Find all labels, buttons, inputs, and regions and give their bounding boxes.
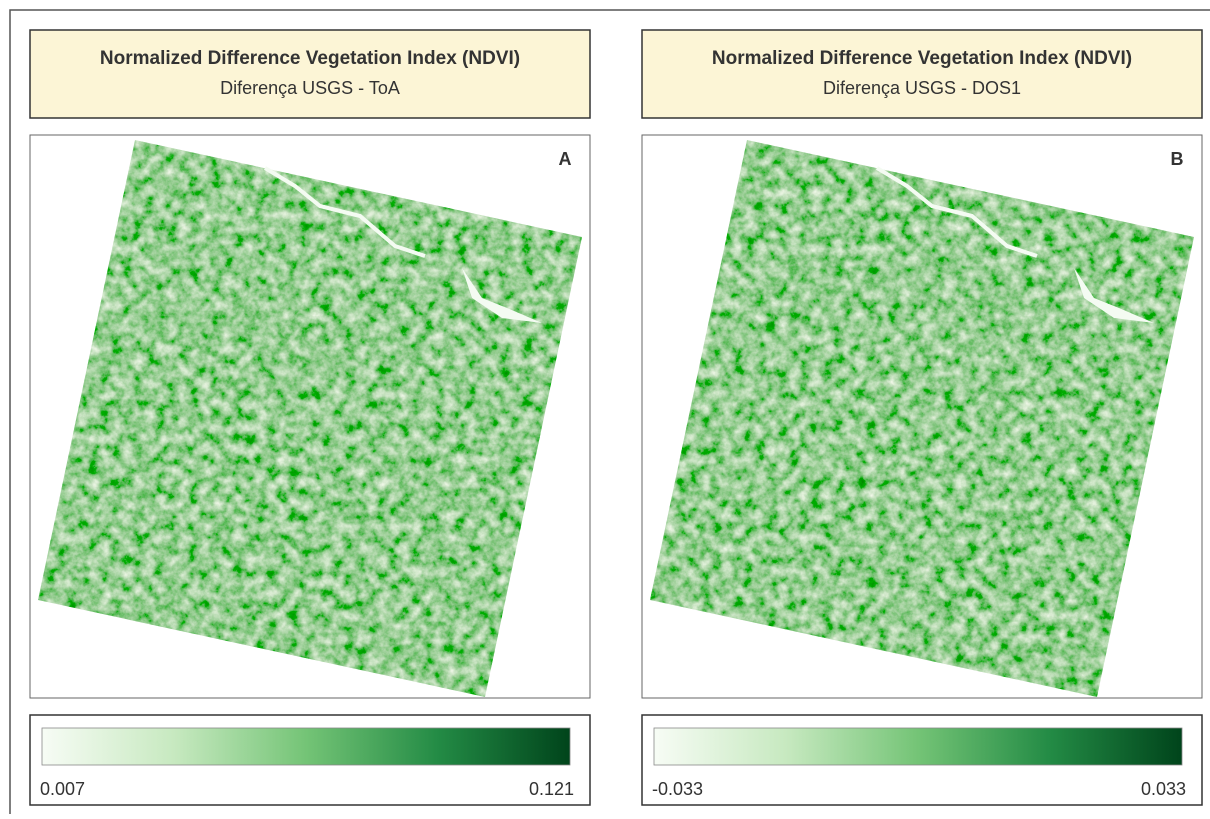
ndvi-raster bbox=[38, 140, 582, 697]
legend-min: 0.007 bbox=[40, 779, 85, 799]
panel-label: A bbox=[559, 149, 572, 169]
legend-max: 0.121 bbox=[529, 779, 574, 799]
subtitle: Diferença USGS - DOS1 bbox=[823, 78, 1021, 98]
legend-min: -0.033 bbox=[652, 779, 703, 799]
title-box bbox=[30, 30, 590, 118]
figure: Normalized Difference Vegetation Index (… bbox=[0, 0, 1210, 814]
page: Normalized Difference Vegetation Index (… bbox=[0, 0, 1210, 814]
subtitle: Diferença USGS - ToA bbox=[220, 78, 400, 98]
title-box bbox=[642, 30, 1202, 118]
panel-label: B bbox=[1171, 149, 1184, 169]
title: Normalized Difference Vegetation Index (… bbox=[712, 48, 1132, 69]
color-ramp bbox=[42, 728, 570, 765]
legend-max: 0.033 bbox=[1141, 779, 1186, 799]
ndvi-raster bbox=[650, 140, 1194, 697]
color-ramp bbox=[654, 728, 1182, 765]
title: Normalized Difference Vegetation Index (… bbox=[100, 48, 520, 69]
